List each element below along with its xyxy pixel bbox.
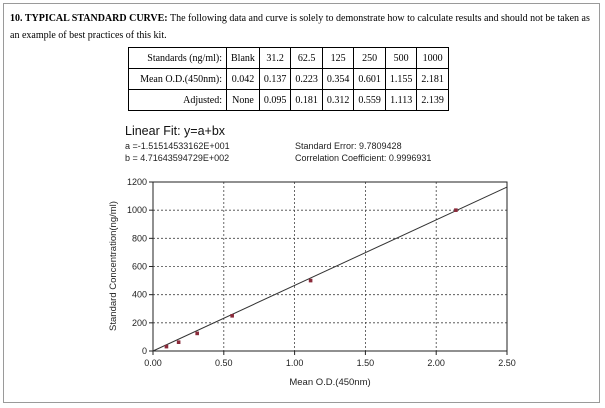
- data-point: [176, 340, 181, 344]
- x-tick-label: 0.00: [144, 358, 162, 368]
- data-point: [308, 278, 313, 283]
- fit-coefficient-a: a =-1.51514533162E+001: [125, 141, 230, 151]
- x-tick-label: 1.50: [357, 358, 375, 368]
- y-tick-label: 400: [132, 290, 147, 300]
- table-cell: 2.139: [416, 89, 449, 111]
- x-tick-label: 2.50: [498, 358, 516, 368]
- y-tick-label: 800: [132, 233, 147, 243]
- row-header: Adjusted:: [128, 89, 227, 111]
- fit-title: Linear Fit: y=a+bx: [125, 124, 226, 138]
- table-row: Mean O.D.(450nm): 0.042 0.137 0.223 0.354 0.6…: [128, 68, 449, 90]
- standards-table: Standards (ng/ml): Blank 31.2 62.5 125 250 500…: [128, 47, 449, 111]
- table-cell: None: [226, 89, 260, 111]
- x-tick-label: 2.00: [427, 358, 445, 368]
- y-tick-label: 600: [132, 262, 147, 272]
- fit-standard-error: Standard Error: 9.7809428: [295, 141, 402, 151]
- y-axis-label: Standard Concentration(ng/ml): [108, 201, 119, 331]
- x-axis-label: Mean O.D.(450nm): [289, 377, 370, 388]
- y-tick-label: 200: [132, 318, 147, 328]
- standard-curve-chart: Linear Fit: y=a+bx a =-1.51514533162E+00…: [108, 124, 516, 388]
- section-heading: 10. TYPICAL STANDARD CURVE: The followin…: [10, 10, 598, 44]
- table-row: Adjusted: None 0.095 0.181 0.312 0.559 1.113 2.…: [128, 89, 449, 111]
- data-points: [164, 208, 458, 349]
- table-cell: 0.559: [353, 89, 386, 111]
- table-cell: 0.042: [226, 68, 260, 90]
- y-tick-label: 1000: [127, 205, 147, 215]
- axis-ticks: 0.00 0.50 1.00 1.50 2.00 2.50 0 200 400 600 800 100…: [127, 177, 516, 368]
- section-text: The following data and curve is solely t…: [10, 13, 590, 41]
- data-point: [454, 208, 458, 212]
- section-label: 10. TYPICAL STANDARD CURVE:: [10, 13, 168, 24]
- x-tick-label: 0.50: [215, 358, 233, 368]
- fit-line: [152, 186, 508, 352]
- data-point: [230, 313, 234, 318]
- y-tick-label: 0: [142, 346, 147, 356]
- fit-coefficient-b: b = 4.71643594729E+002: [125, 153, 229, 163]
- x-tick-label: 1.00: [286, 358, 304, 368]
- y-tick-label: 1200: [127, 177, 147, 187]
- fit-correlation-coefficient: Correlation Coefficient: 0.9996931: [295, 153, 431, 163]
- document-page: 10. TYPICAL STANDARD CURVE: The followin…: [3, 3, 600, 403]
- data-point: [164, 344, 169, 349]
- data-point: [195, 331, 199, 336]
- chart-grid: [153, 182, 507, 351]
